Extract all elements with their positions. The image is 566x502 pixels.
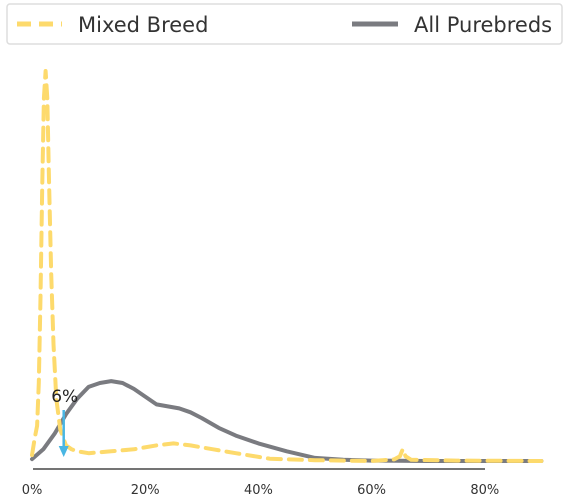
x-tick-label: 60% <box>357 483 386 498</box>
legend: Mixed Breed All Purebreds <box>6 3 563 45</box>
series-layer <box>30 69 544 463</box>
x-tick-label: 0% <box>22 483 43 498</box>
x-tick-label: 80% <box>470 483 499 498</box>
legend-frame <box>6 3 563 45</box>
annotation-layer: 6% <box>51 387 78 457</box>
x-tick-label: 20% <box>131 483 160 498</box>
annotation-arrowhead <box>58 446 69 457</box>
legend-label-mixed-breed: Mixed Breed <box>78 13 208 37</box>
x-tick-label: 40% <box>244 483 273 498</box>
series-line-all-purebreds <box>30 379 544 463</box>
annotation-label: 6% <box>51 387 78 407</box>
legend-label-all-purebreds: All Purebreds <box>414 13 552 37</box>
series-line-mixed-breed <box>30 69 544 463</box>
x-tick-labels: 0% 20% 40% 60% 80% <box>22 483 500 498</box>
